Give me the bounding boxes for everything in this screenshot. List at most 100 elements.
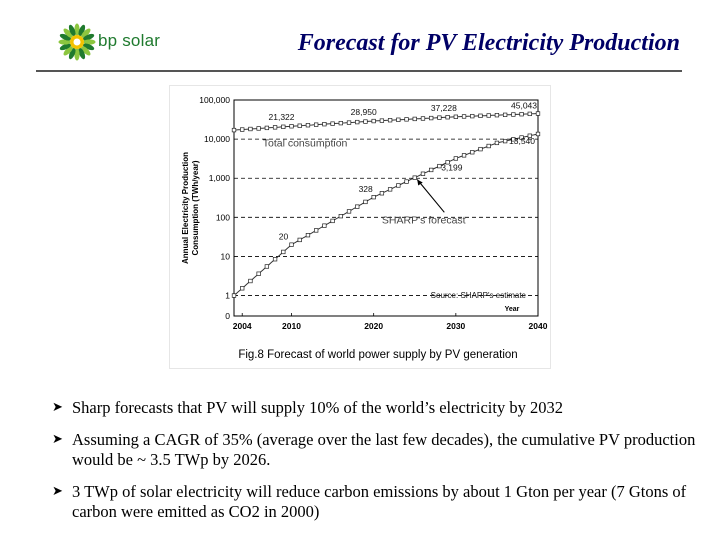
data-point (330, 121, 335, 126)
data-point (264, 125, 270, 131)
bullet-text: Sharp forecasts that PV will supply 10% … (72, 398, 563, 417)
data-label: 45,043 (511, 101, 537, 111)
data-point (281, 124, 286, 129)
x-tick-label: 2010 (282, 321, 301, 331)
bp-solar-logo: bp solar (58, 22, 168, 62)
forecast-figure: 100,000 10,000 1,000 100 10 1 0 2004 2010 2020 203… (170, 86, 550, 368)
data-point (486, 143, 491, 149)
data-point (289, 242, 294, 247)
data-point (445, 115, 450, 120)
data-point (330, 218, 335, 224)
data-point (527, 133, 532, 138)
data-point (371, 195, 376, 200)
arrow-bullet-icon: ➤ (52, 400, 63, 415)
data-point (445, 160, 450, 165)
data-point (470, 113, 475, 119)
logo-petal (74, 48, 80, 61)
annotation-arrow-head (417, 179, 423, 186)
data-point (511, 112, 516, 117)
y-tick-label: 10,000 (204, 134, 230, 144)
data-point (322, 223, 327, 228)
data-point (387, 187, 393, 192)
data-point (305, 123, 311, 128)
data-label: 13,540 (509, 136, 535, 146)
data-point (461, 114, 467, 119)
brand-name: bp solar (98, 31, 161, 50)
arrow-bullet-icon: ➤ (52, 432, 63, 447)
data-point (248, 126, 253, 132)
data-point (346, 209, 352, 214)
data-point (486, 113, 491, 118)
logo-petal (81, 46, 91, 56)
source-note: Source: SHARP's estimate (431, 291, 527, 300)
logo-petal (63, 46, 73, 56)
data-point (371, 118, 376, 124)
y-axis-label-line: Consumption (TWh/year) (191, 160, 200, 255)
bullet-item: ➤ Assuming a CAGR of 35% (average over t… (52, 430, 712, 470)
data-point (379, 191, 385, 196)
data-point (264, 264, 270, 269)
data-point (412, 116, 417, 122)
data-point (256, 271, 261, 276)
data-point (272, 257, 278, 262)
data-point (412, 175, 417, 180)
data-point (248, 278, 253, 284)
data-point (527, 111, 532, 117)
bullet-list: ➤ Sharp forecasts that PV will supply 10… (52, 398, 712, 534)
logo-petal (58, 39, 71, 45)
bullet-item: ➤ 3 TWp of solar electricity will reduce… (52, 482, 712, 522)
data-point (519, 112, 524, 117)
title-divider (36, 70, 682, 72)
data-point (338, 120, 343, 126)
x-tick-label: 2004 (233, 321, 252, 331)
data-label: 21,322 (269, 112, 295, 122)
data-point (314, 228, 319, 233)
bullet-item: ➤ Sharp forecasts that PV will supply 10… (52, 398, 712, 418)
logo-petal (82, 43, 95, 51)
data-point (297, 237, 302, 243)
bullet-text: 3 TWp of solar electricity will reduce c… (72, 482, 687, 521)
y-tick-label: 1 (225, 291, 230, 301)
data-point (502, 138, 508, 144)
data-point (240, 127, 245, 132)
data-point (437, 115, 442, 120)
x-tick-label: 2020 (364, 321, 383, 331)
logo-petal (63, 28, 73, 38)
x-axis-label: Year (505, 306, 520, 313)
data-label: 328 (359, 184, 373, 194)
annotation-arrow-line (416, 179, 445, 213)
y-axis-label: Annual Electricity ProductionConsumption… (181, 152, 200, 264)
data-point (461, 153, 467, 158)
data-point (404, 179, 409, 184)
slide-title: Forecast for PV Electricity Production (297, 30, 680, 56)
data-point (338, 214, 343, 219)
data-point (297, 123, 302, 128)
data-label: 28,950 (351, 107, 377, 117)
data-point (535, 111, 541, 116)
data-point (494, 140, 500, 146)
data-point (289, 124, 294, 129)
data-point (314, 122, 319, 127)
data-point (379, 118, 385, 123)
y-tick-label: 100 (216, 212, 230, 222)
series-label-total-consumption: Total consumption (263, 138, 348, 150)
data-point (305, 233, 311, 238)
data-point (355, 204, 360, 209)
logo-petal (59, 33, 72, 41)
data-point (429, 167, 434, 173)
data-point (231, 127, 237, 133)
data-point (437, 163, 442, 169)
y-tick-label: 1,000 (209, 173, 231, 183)
data-point (363, 119, 368, 124)
data-point (420, 171, 426, 176)
data-point (453, 156, 458, 161)
data-point (494, 113, 500, 118)
data-point (478, 146, 483, 152)
x-tick-label: 2040 (529, 321, 548, 331)
data-point (231, 293, 237, 298)
data-point (519, 135, 524, 140)
data-point (355, 119, 360, 125)
data-point (240, 286, 245, 291)
data-point (470, 150, 475, 155)
